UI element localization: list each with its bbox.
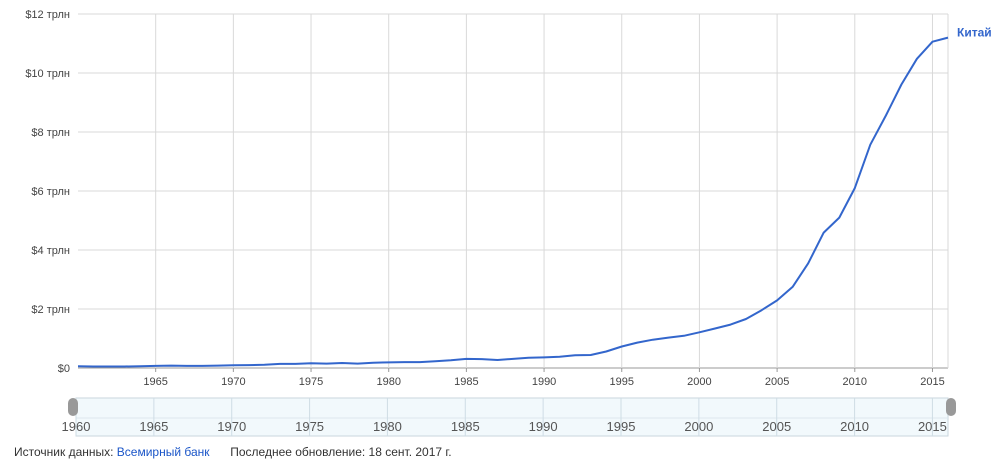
y-tick-label: $12 трлн — [25, 9, 70, 21]
source-link[interactable]: Всемирный банк — [116, 445, 210, 459]
series-label[interactable]: Китай — [957, 26, 992, 40]
range-tick-label: 2010 — [840, 419, 869, 434]
x-tick-label: 1990 — [532, 376, 556, 388]
y-tick-label: $8 трлн — [31, 127, 70, 139]
range-tick-label: 1995 — [607, 419, 636, 434]
series-line[interactable] — [77, 36, 949, 368]
series-lines — [77, 36, 949, 368]
range-tick-label: 2015 — [918, 419, 947, 434]
x-tick-label: 1965 — [143, 376, 167, 388]
x-tick-label: 1980 — [376, 376, 400, 388]
x-tick-label: 1975 — [299, 376, 323, 388]
y-axis-ticks: $0 $2 трлн $4 трлн $6 трлн $8 трлн $10 трлн $1… — [25, 9, 70, 375]
time-range-selector[interactable]: 1960 1965 1970 1975 1980 1985 1990 1995 2000 2005… — [62, 397, 956, 437]
footer: Источник данных: Всемирный банк Последне… — [14, 445, 452, 459]
range-selector-track[interactable] — [75, 397, 949, 437]
last-updated-text: Последнее обновление: 18 сент. 2017 г. — [230, 445, 452, 459]
range-handle-left[interactable] — [68, 398, 78, 416]
y-tick-label: $4 трлн — [31, 245, 70, 257]
range-tick-label: 2000 — [684, 419, 713, 434]
range-tick-label: 1990 — [529, 419, 558, 434]
series-labels: Китай — [957, 26, 992, 40]
y-tick-label: $10 трлн — [25, 68, 70, 80]
range-tick-label: 1970 — [217, 419, 246, 434]
x-tick-label: 1985 — [454, 376, 478, 388]
range-tick-label: 1965 — [139, 419, 168, 434]
range-tick-label: 1975 — [295, 419, 324, 434]
x-tick-label: 1995 — [610, 376, 634, 388]
range-tick-label: 1985 — [451, 419, 480, 434]
x-tick-label: 2005 — [765, 376, 789, 388]
y-tick-label: $2 трлн — [31, 304, 70, 316]
source-label: Источник данных: — [14, 445, 114, 459]
x-tick-label: 2015 — [920, 376, 944, 388]
range-tick-label: 1960 — [62, 419, 91, 434]
x-axis-ticks: 1965 1970 1975 1980 1985 1990 1995 2000 2005 2010… — [143, 376, 944, 388]
x-tick-label: 1970 — [221, 376, 245, 388]
range-tick-label: 2005 — [762, 419, 791, 434]
x-tick-label: 2010 — [843, 376, 867, 388]
range-tick-label: 1980 — [373, 419, 402, 434]
x-tick-label: 2000 — [687, 376, 711, 388]
gridlines — [78, 13, 949, 372]
y-tick-label: $6 трлн — [31, 186, 70, 198]
range-handle-right[interactable] — [946, 398, 956, 416]
line-chart: $0 $2 трлн $4 трлн $6 трлн $8 трлн $10 трлн $1… — [25, 9, 992, 437]
y-tick-label: $0 — [58, 363, 70, 375]
range-selector-ticks: 1960 1965 1970 1975 1980 1985 1990 1995 2000 2005… — [62, 398, 947, 436]
